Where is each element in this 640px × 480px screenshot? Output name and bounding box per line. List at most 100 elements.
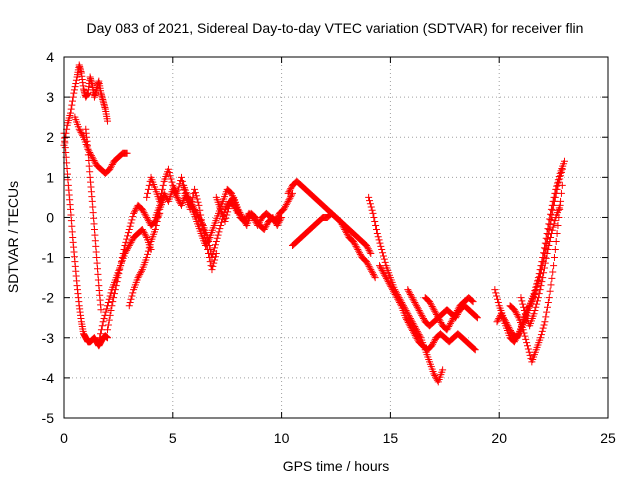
- data-point: [557, 189, 565, 197]
- data-point: [339, 222, 347, 230]
- data-point: [409, 328, 417, 336]
- data-point: [129, 213, 137, 221]
- data-point: [411, 331, 419, 339]
- data-point: [172, 192, 180, 200]
- data-point: [85, 147, 93, 155]
- data-point: [212, 238, 220, 246]
- data-point: [270, 215, 278, 223]
- data-point: [553, 185, 561, 193]
- data-point: [560, 157, 568, 165]
- data-point: [551, 193, 559, 201]
- data-point: [356, 250, 364, 258]
- data-point: [557, 169, 565, 177]
- data-point: [416, 308, 424, 316]
- data-point: [280, 205, 288, 213]
- data-point: [285, 196, 293, 204]
- data-point: [453, 307, 461, 315]
- data-point: [427, 301, 435, 309]
- x-tick-label: 20: [491, 430, 507, 446]
- data-point: [104, 334, 112, 342]
- data-point: [104, 321, 112, 329]
- data-point: [166, 172, 174, 180]
- data-point: [262, 222, 270, 230]
- data-point: [124, 232, 132, 240]
- data-point: [97, 330, 105, 338]
- data-point: [532, 303, 540, 311]
- data-point: [112, 282, 120, 290]
- data-point: [124, 229, 132, 237]
- data-point: [141, 210, 149, 218]
- data-point: [439, 366, 447, 374]
- data-point: [168, 178, 176, 186]
- data-point: [545, 294, 553, 302]
- data-point: [211, 244, 219, 252]
- data-point: [106, 311, 114, 319]
- data-point: [340, 224, 348, 232]
- data-point: [343, 230, 351, 238]
- data-point: [376, 263, 384, 271]
- data-point: [138, 225, 146, 233]
- data-point: [128, 216, 136, 224]
- data-point: [374, 233, 382, 241]
- data-point: [107, 164, 115, 172]
- data-point: [550, 254, 558, 262]
- y-tick-label: -1: [42, 250, 55, 266]
- data-point: [514, 312, 522, 320]
- y-tick-label: -5: [42, 410, 55, 426]
- data-point: [389, 287, 397, 295]
- data-point: [278, 213, 286, 221]
- y-tick-labels: -5 -4 -3 -2 -1 0 1 2 3 4: [42, 49, 55, 426]
- data-point: [429, 340, 437, 348]
- data-point: [536, 286, 544, 294]
- y-tick-label: 1: [46, 169, 54, 185]
- data-point: [512, 335, 520, 343]
- data-point: [545, 242, 553, 250]
- data-point: [337, 219, 345, 227]
- data-point: [549, 223, 557, 231]
- data-point: [356, 249, 364, 257]
- data-point: [428, 302, 436, 310]
- data-point: [139, 227, 147, 235]
- data-point: [543, 250, 551, 258]
- data-point: [394, 295, 402, 303]
- data-point: [108, 302, 116, 310]
- data-point: [113, 278, 121, 286]
- data-point: [142, 232, 150, 240]
- data-point: [522, 335, 530, 343]
- data-point: [117, 262, 125, 270]
- data-point: [446, 319, 454, 327]
- data-point: [445, 323, 453, 331]
- data-point: [533, 282, 541, 290]
- data-point: [453, 308, 461, 316]
- data-point: [99, 318, 107, 326]
- data-point: [379, 268, 387, 276]
- data-point: [90, 156, 98, 164]
- data-point: [96, 334, 104, 342]
- y-tick-label: -3: [42, 330, 55, 346]
- data-point: [454, 305, 462, 313]
- data-point: [556, 175, 564, 183]
- data-point: [281, 204, 289, 212]
- data-point: [144, 250, 152, 258]
- data-point: [393, 294, 401, 302]
- data-point: [403, 317, 411, 325]
- data-point: [419, 313, 427, 321]
- data-point: [447, 318, 455, 326]
- data-point: [541, 259, 549, 267]
- data-point: [260, 225, 268, 233]
- data-point: [366, 248, 374, 256]
- data-point: [396, 300, 404, 308]
- data-point: [209, 250, 217, 258]
- data-point: [227, 189, 235, 197]
- data-point: [195, 213, 203, 221]
- data-point: [103, 305, 111, 313]
- data-point: [169, 185, 177, 193]
- data-point: [87, 150, 95, 158]
- data-point: [467, 296, 475, 304]
- data-point: [520, 303, 528, 311]
- data-point: [526, 351, 534, 359]
- data-point: [552, 238, 560, 246]
- data-point: [544, 303, 552, 311]
- data-point: [547, 234, 555, 241]
- data-point: [555, 178, 563, 186]
